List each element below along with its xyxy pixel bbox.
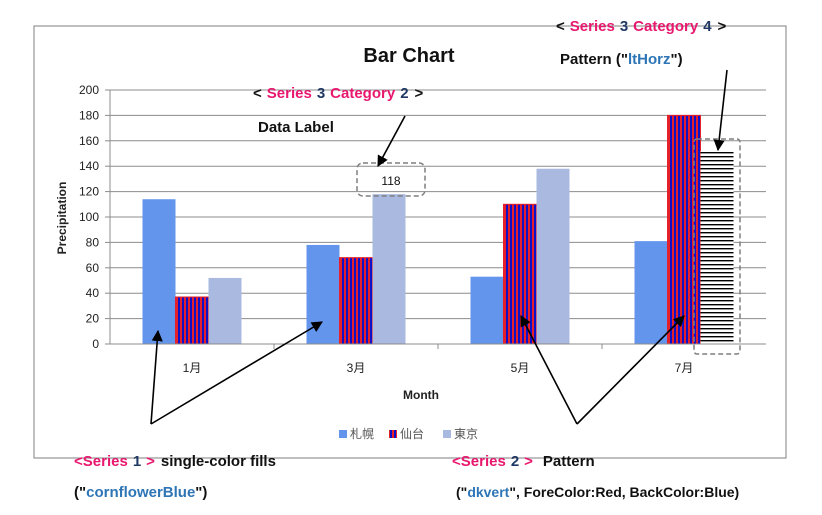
y-tick-label: 20 <box>86 312 100 326</box>
bar-series3-cat2 <box>372 194 406 344</box>
bar-series2-cat4 <box>667 114 701 345</box>
annotation-series2-fill: ("dkvert", ForeColor:Red, BackColor:Blue… <box>456 484 739 500</box>
annotation-data-label-text: Data Label <box>258 119 334 136</box>
arrow-series1-cat1 <box>150 329 163 425</box>
arrow-series2-cat3 <box>520 315 578 425</box>
legend-label-sendai: 仙台 <box>400 426 424 441</box>
bar-series2-cat2 <box>339 257 373 345</box>
annotation-arrows <box>150 69 728 425</box>
arrow-series1-cat2 <box>150 321 323 425</box>
legend: 札幌 仙台 東京 <box>339 426 478 441</box>
y-tick-label: 100 <box>79 210 99 224</box>
legend-swatch-sendai <box>389 430 397 438</box>
highlight-box-series3-cat4 <box>693 138 741 355</box>
bar-series1-cat1 <box>142 199 176 344</box>
y-tick-label: 180 <box>79 108 99 122</box>
annotation-series1-fill: ("cornflowerBlue") <box>74 484 207 501</box>
legend-label-tokyo: 東京 <box>454 427 478 441</box>
legend-swatch-tokyo <box>443 430 451 438</box>
y-tick-label: 80 <box>86 235 100 249</box>
y-tick-label: 0 <box>92 337 99 351</box>
y-tick-label: 160 <box>79 134 99 148</box>
legend-label-sapporo: 札幌 <box>350 426 374 441</box>
x-tick-label: 5月 <box>511 361 530 375</box>
arrow-to-series3-cat4 <box>713 69 728 152</box>
bars <box>142 114 734 345</box>
chart-title: Bar Chart <box>363 45 454 67</box>
x-tick-label: 3月 <box>347 361 366 375</box>
y-axis-title: Precipitation <box>55 182 69 255</box>
bar-series2-cat1 <box>175 296 209 345</box>
y-tick-label: 200 <box>79 83 99 97</box>
legend-swatch-sapporo <box>339 430 347 438</box>
annotation-series2-header: <Series 2 > Pattern <box>452 453 595 470</box>
annotation-series1-header: <Series 1 > single-color fills <box>74 453 276 470</box>
bar-series3-cat3 <box>536 168 570 344</box>
x-axis-title: Month <box>403 388 439 402</box>
y-tick-label: 40 <box>86 286 100 300</box>
annotation-series3-cat4-pattern: Pattern ("ltHorz") <box>560 51 683 68</box>
bar-series1-cat3 <box>470 276 504 344</box>
data-label-series3-cat2: 118 <box>381 174 400 188</box>
data-label-callout-box <box>356 162 426 197</box>
y-tick-label: 120 <box>79 185 99 199</box>
arrow-to-data-label <box>377 115 406 167</box>
y-tick-label: 60 <box>86 261 100 275</box>
bar-series2-cat3 <box>503 203 537 345</box>
x-tick-label: 7月 <box>675 361 694 375</box>
bar-series1-cat4 <box>634 241 668 344</box>
y-tick-label: 140 <box>79 159 99 173</box>
bar-series3-cat1 <box>208 277 242 344</box>
bar-series3-cat4 <box>700 150 734 344</box>
y-axis-ticks: 0 20 40 60 80 100 120 140 160 180 200 <box>79 83 110 351</box>
arrow-series2-cat4 <box>576 315 685 425</box>
x-tick-label: 1月 <box>183 361 202 375</box>
annotation-series3-cat4-header: < Series 3 Category 4 > <box>556 18 727 35</box>
annotation-series3-cat2-header: < Series 3 Category 2 > <box>253 85 424 102</box>
